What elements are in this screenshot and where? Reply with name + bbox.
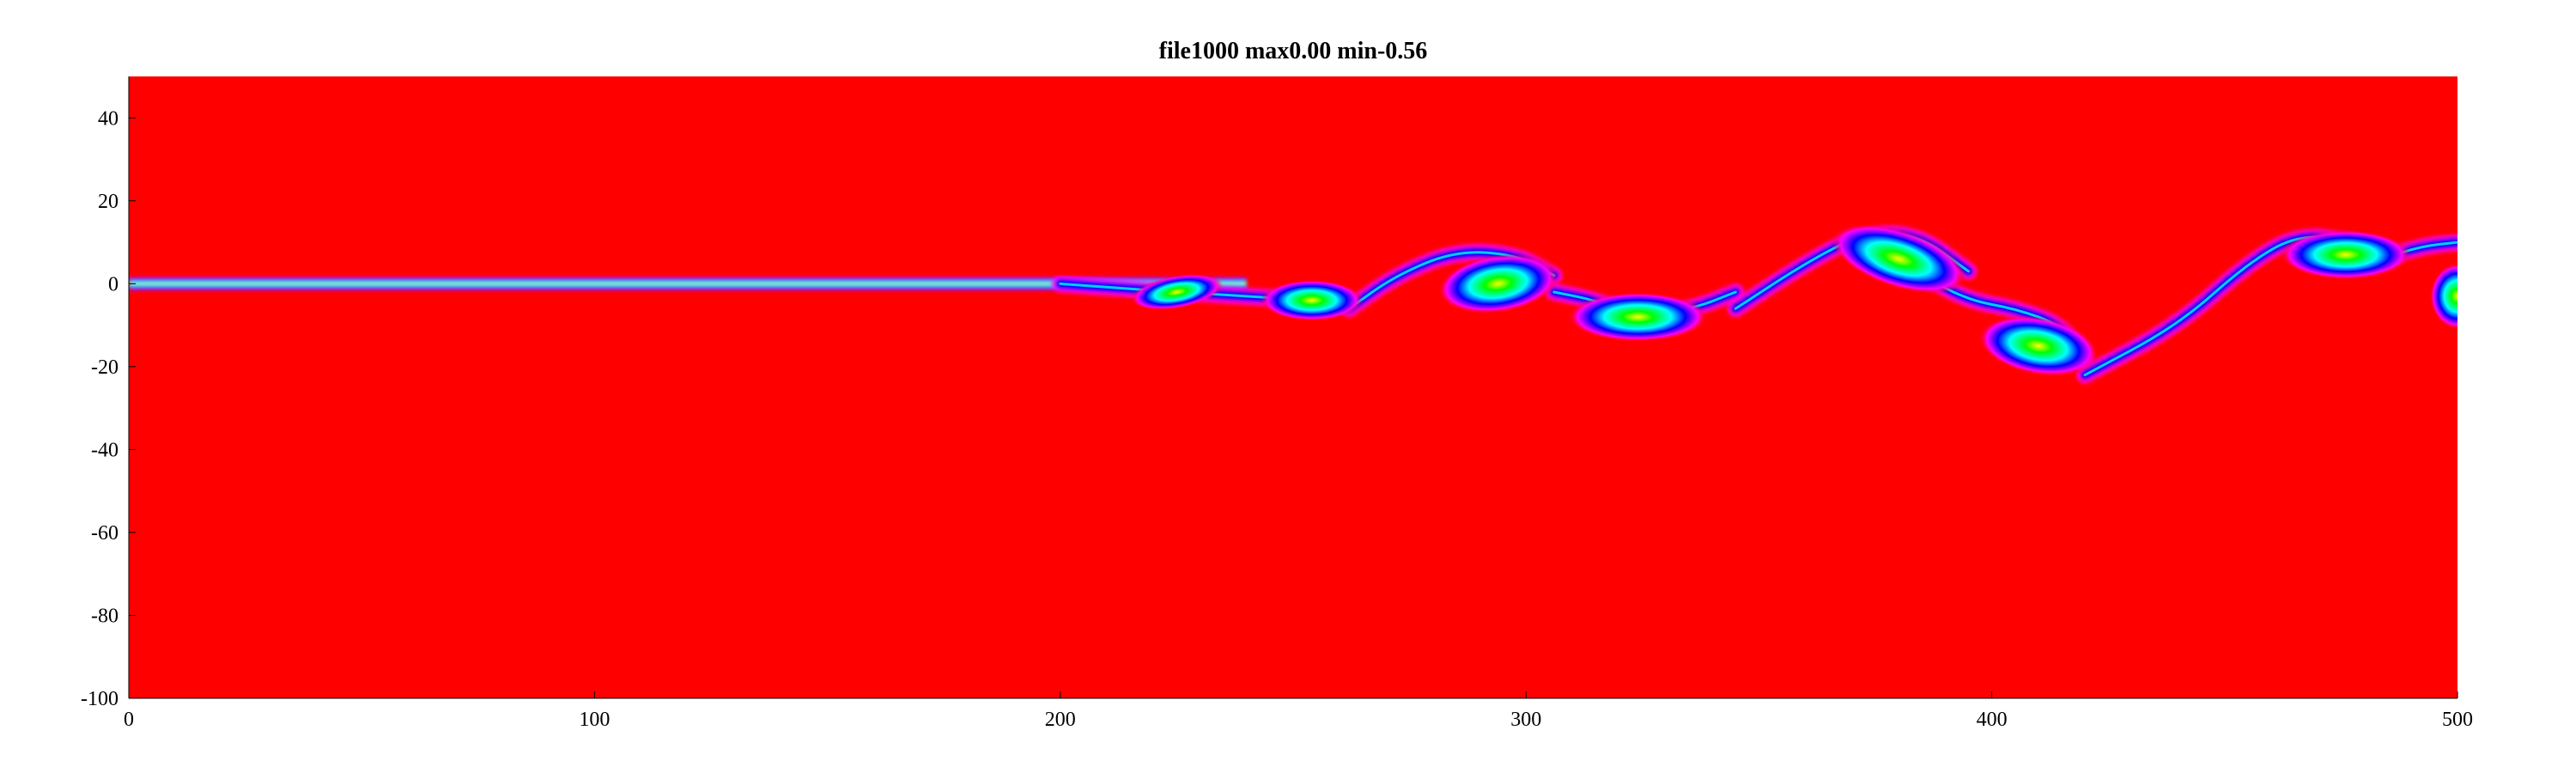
x-tick-label-3: 300 — [1510, 709, 1541, 731]
vorticity-field — [129, 223, 2458, 384]
x-tick-label-2: 200 — [1045, 709, 1076, 731]
heatmap-background — [129, 76, 2458, 698]
y-tick-label-7: -100 — [81, 688, 118, 710]
x-tick-label-4: 400 — [1977, 709, 2008, 731]
chart-title: file1000 max0.00 min-0.56 — [1159, 38, 1428, 64]
vortex-0 — [1130, 273, 1223, 311]
vortex-4 — [1832, 223, 1966, 295]
vortex-6 — [2280, 229, 2411, 280]
vortex-1 — [1261, 279, 1364, 321]
x-tick-label-0: 0 — [124, 709, 134, 731]
plot-area — [129, 76, 2458, 698]
y-tick-label-4: -40 — [91, 439, 118, 461]
vortex-2 — [1437, 253, 1558, 314]
vortex-5 — [1978, 315, 2099, 377]
y-tick-label-3: -20 — [91, 356, 118, 379]
y-tick-label-2: 0 — [108, 273, 118, 295]
jet-shear-layer — [129, 277, 1247, 291]
vortex-3 — [1568, 291, 1708, 342]
y-tick-label-5: -60 — [91, 522, 118, 545]
y-tick-label-1: 20 — [98, 191, 118, 213]
x-tick-label-1: 100 — [579, 709, 610, 731]
filament-center-5 — [2083, 235, 2357, 377]
vortex-7 — [2429, 263, 2458, 330]
x-tick-label-5: 500 — [2442, 709, 2473, 731]
y-tick-label-6: -80 — [91, 605, 118, 627]
y-tick-label-0: 40 — [98, 107, 118, 130]
